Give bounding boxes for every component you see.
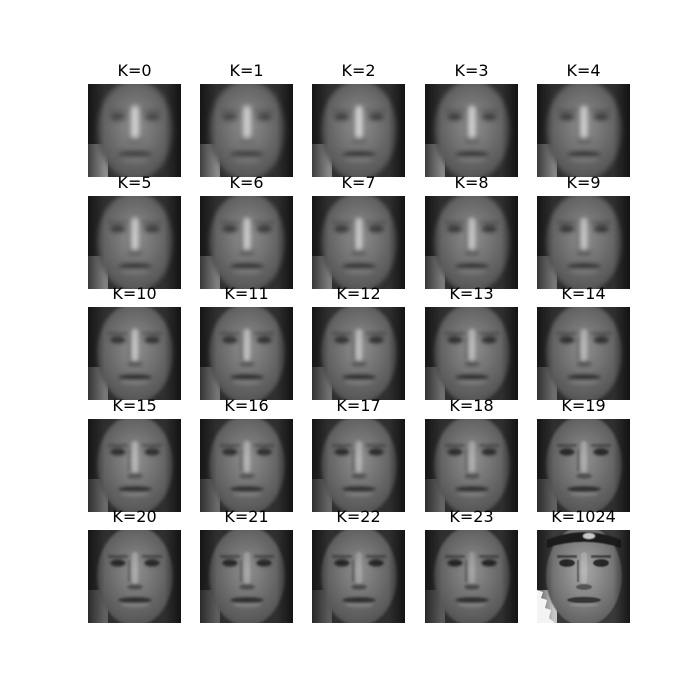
face-image xyxy=(312,307,405,400)
panel-title: K=20 xyxy=(112,507,157,526)
panel-title: K=18 xyxy=(449,396,494,415)
panel-title: K=1 xyxy=(229,61,264,80)
face-image xyxy=(88,419,181,512)
panel-title: K=11 xyxy=(224,284,269,303)
face-panel-k1: K=1 xyxy=(200,61,293,177)
face-panel-k4: K=4 xyxy=(537,61,630,177)
face-panel-k12: K=12 xyxy=(312,284,405,400)
panel-title: K=6 xyxy=(229,173,264,192)
face-image xyxy=(200,307,293,400)
face-image xyxy=(88,530,181,623)
face-panel-k13: K=13 xyxy=(425,284,518,400)
panel-title: K=13 xyxy=(449,284,494,303)
face-image xyxy=(537,196,630,289)
face-panel-k6: K=6 xyxy=(200,173,293,289)
face-panel-k21: K=21 xyxy=(200,507,293,623)
panel-title: K=8 xyxy=(454,173,489,192)
face-panel-k19: K=19 xyxy=(537,396,630,512)
face-panel-k0: K=0 xyxy=(88,61,181,177)
face-image xyxy=(88,307,181,400)
face-panel-k22: K=22 xyxy=(312,507,405,623)
panel-title: K=14 xyxy=(561,284,606,303)
face-image xyxy=(88,84,181,177)
face-panel-k7: K=7 xyxy=(312,173,405,289)
face-image xyxy=(312,419,405,512)
face-panel-k11: K=11 xyxy=(200,284,293,400)
face-image xyxy=(425,530,518,623)
face-panel-k18: K=18 xyxy=(425,396,518,512)
face-panel-k15: K=15 xyxy=(88,396,181,512)
face-image xyxy=(425,196,518,289)
face-image xyxy=(537,307,630,400)
panel-title: K=15 xyxy=(112,396,157,415)
face-image xyxy=(200,84,293,177)
face-panel-k14: K=14 xyxy=(537,284,630,400)
face-panel-k10: K=10 xyxy=(88,284,181,400)
panel-title: K=19 xyxy=(561,396,606,415)
face-panel-k5: K=5 xyxy=(88,173,181,289)
face-image xyxy=(200,419,293,512)
panel-title: K=22 xyxy=(336,507,381,526)
panel-title: K=9 xyxy=(566,173,601,192)
panel-title: K=2 xyxy=(341,61,376,80)
face-image xyxy=(312,84,405,177)
face-image xyxy=(88,196,181,289)
panel-title: K=10 xyxy=(112,284,157,303)
face-image xyxy=(425,419,518,512)
face-image xyxy=(200,530,293,623)
face-panel-k17: K=17 xyxy=(312,396,405,512)
face-panel-k8: K=8 xyxy=(425,173,518,289)
face-image xyxy=(537,84,630,177)
face-image xyxy=(425,307,518,400)
face-image xyxy=(312,196,405,289)
panel-title: K=16 xyxy=(224,396,269,415)
face-panel-k1024: K=1024 xyxy=(537,507,630,623)
panel-title: K=17 xyxy=(336,396,381,415)
face-panel-k2: K=2 xyxy=(312,61,405,177)
face-panel-k16: K=16 xyxy=(200,396,293,512)
panel-title: K=0 xyxy=(117,61,152,80)
panel-title: K=1024 xyxy=(551,507,616,526)
panel-title: K=4 xyxy=(566,61,601,80)
face-panel-k20: K=20 xyxy=(88,507,181,623)
face-image xyxy=(537,419,630,512)
face-image xyxy=(200,196,293,289)
panel-title: K=3 xyxy=(454,61,489,80)
face-panel-k23: K=23 xyxy=(425,507,518,623)
face-panel-k3: K=3 xyxy=(425,61,518,177)
panel-title: K=7 xyxy=(341,173,376,192)
panel-title: K=21 xyxy=(224,507,269,526)
face-image xyxy=(425,84,518,177)
panel-title: K=23 xyxy=(449,507,494,526)
face-image xyxy=(537,530,630,623)
panel-title: K=12 xyxy=(336,284,381,303)
panel-title: K=5 xyxy=(117,173,152,192)
face-panel-k9: K=9 xyxy=(537,173,630,289)
face-image xyxy=(312,530,405,623)
